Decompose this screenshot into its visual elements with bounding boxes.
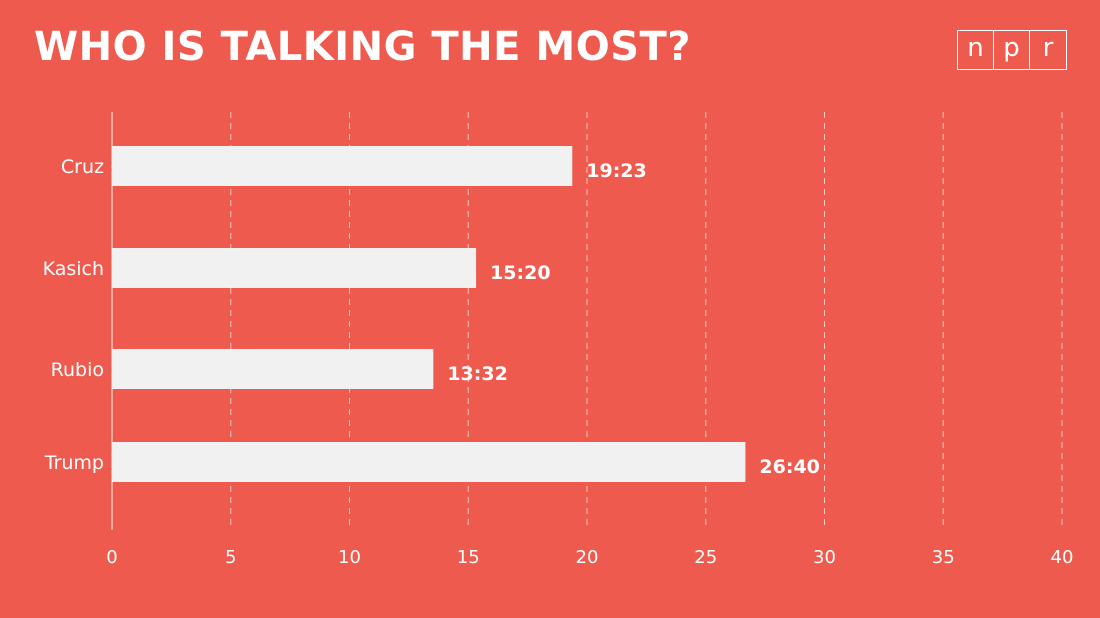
npr-logo-letter-r: r	[1042, 33, 1054, 63]
category-labels: Cruz Kasich Rubio Trump	[43, 156, 104, 474]
chart-title: WHO IS TALKING THE MOST?	[34, 24, 691, 70]
value-label: 26:40	[759, 456, 819, 478]
x-tick-label: 0	[106, 547, 117, 568]
value-label: 19:23	[586, 160, 646, 182]
bar	[112, 442, 746, 482]
x-tick-label: 20	[576, 547, 599, 568]
x-tick-label: 10	[338, 547, 361, 568]
value-labels: 19:23 15:20 13:32 26:40	[447, 160, 820, 478]
category-label: Rubio	[51, 359, 104, 381]
bars	[112, 146, 746, 482]
bar	[112, 349, 434, 389]
bar	[112, 248, 477, 288]
npr-logo-letter-n: n	[958, 31, 994, 69]
npr-logo: n p r	[957, 30, 1067, 70]
bar	[112, 146, 573, 186]
x-tick-label: 5	[225, 547, 236, 568]
npr-logo-letter-p: p	[994, 31, 1030, 69]
value-label: 15:20	[490, 262, 550, 284]
x-tick-label: 15	[457, 547, 480, 568]
x-tick-label: 40	[1051, 547, 1074, 568]
x-tick-label: 30	[813, 547, 836, 568]
category-label: Kasich	[43, 258, 104, 280]
x-tick-labels: 0 5 10 15 20 25 30 35 40	[106, 547, 1073, 568]
value-label: 13:32	[447, 363, 507, 385]
x-tick-label: 35	[932, 547, 955, 568]
x-tick-label: 25	[694, 547, 717, 568]
category-label: Cruz	[61, 156, 104, 178]
category-label: Trump	[44, 452, 104, 474]
